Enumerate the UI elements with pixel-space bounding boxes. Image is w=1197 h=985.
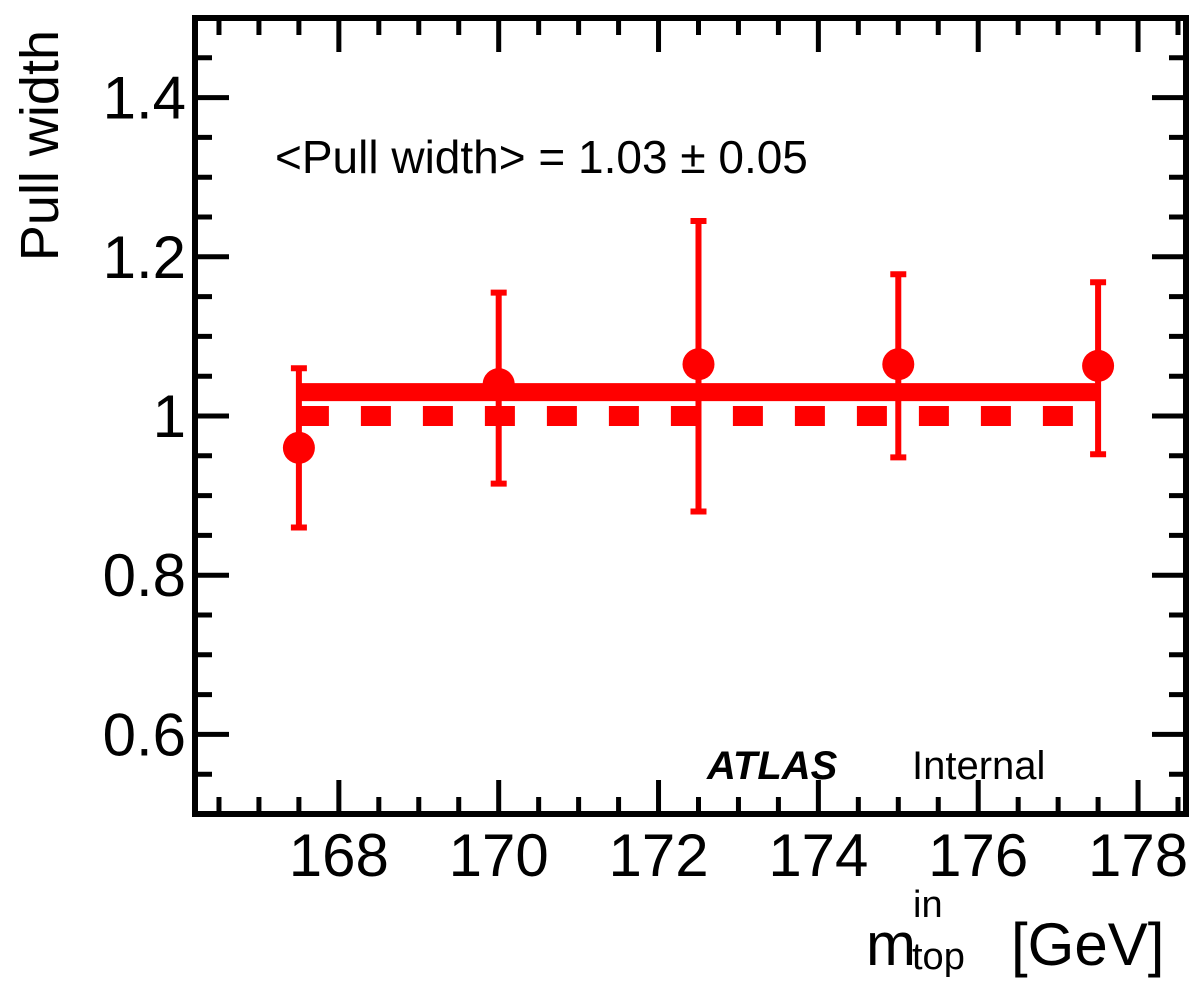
atlas-label: ATLAS <box>706 744 838 788</box>
x-tick-label: 170 <box>449 822 549 889</box>
plot-frame <box>192 15 1189 817</box>
x-axis-title-unit: [GeV] <box>1011 911 1164 978</box>
data-point <box>1082 349 1115 382</box>
x-axis-title-superscript: in <box>913 884 943 926</box>
x-axis-title-symbol: m <box>866 911 916 978</box>
data-point <box>482 368 515 401</box>
x-tick-label: 172 <box>608 822 708 889</box>
x-tick-label: 176 <box>928 822 1028 889</box>
y-tick-label: 1.2 <box>103 224 186 291</box>
x-tick-label: 174 <box>768 822 868 889</box>
data-point <box>882 348 915 381</box>
mean-pull-width-label: <Pull width> = 1.03 ± 0.05 <box>275 131 808 183</box>
x-axis-title: m in top [GeV] <box>866 884 1164 978</box>
y-tick-label: 0.8 <box>103 542 186 609</box>
x-tick-label: 178 <box>1088 822 1188 889</box>
data-point <box>682 348 715 381</box>
internal-label: Internal <box>912 744 1045 788</box>
y-axis-title: Pull width <box>10 30 70 261</box>
y-tick-label: 0.6 <box>103 701 186 768</box>
y-tick-label: 1 <box>153 383 186 450</box>
x-axis-title-subscript: top <box>912 936 965 978</box>
y-tick-label: 1.4 <box>103 65 186 132</box>
x-tick-label: 168 <box>289 822 389 889</box>
tick-labels: 168 170 172 174 176 178 0.6 0.8 1 1.2 1.4 <box>103 65 1189 889</box>
data-points-group <box>282 217 1115 531</box>
data-point <box>282 431 315 464</box>
